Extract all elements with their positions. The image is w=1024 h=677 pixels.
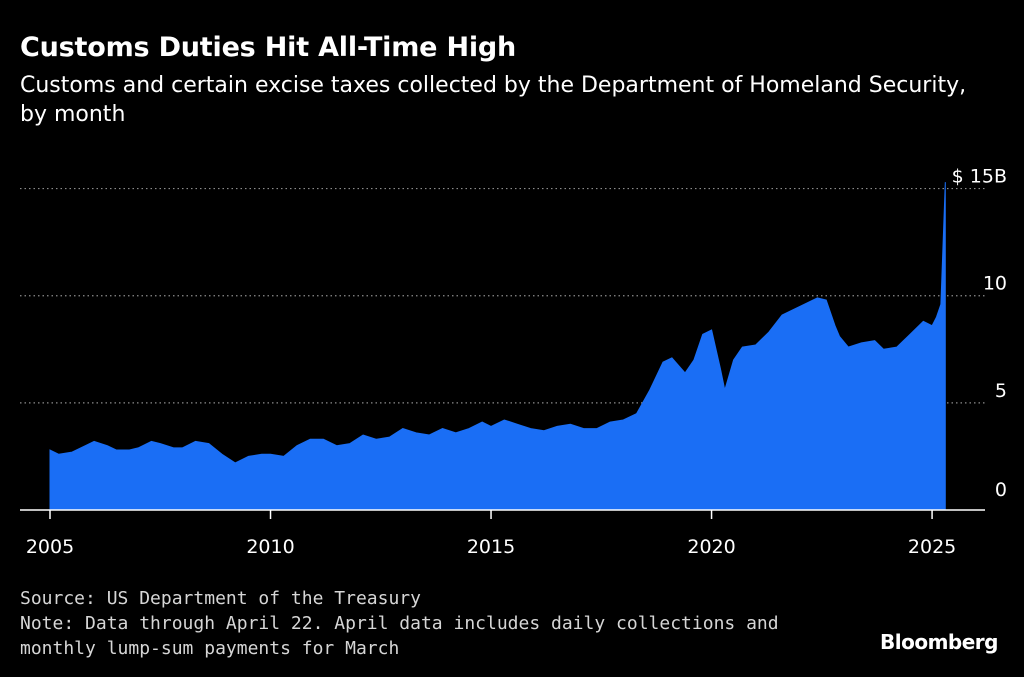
source-text: Source: US Department of the Treasury: [20, 588, 421, 609]
area-layer: [49, 182, 946, 511]
bloomberg-logo: Bloomberg: [880, 630, 998, 654]
x-tick-label: 2020: [687, 536, 735, 558]
y-tick-label: 10: [983, 273, 1007, 295]
y-tick-label: 5: [995, 380, 1007, 402]
chart-subtitle: Customs and certain excise taxes collect…: [20, 73, 967, 127]
y-tick-label: 0: [995, 479, 1007, 501]
x-tick-label: 2025: [908, 536, 956, 558]
x-tick-label: 2015: [467, 536, 515, 558]
axis-layer: 0 5 10 $ 15B 2005 2010 2015 2020 2025: [20, 166, 1007, 558]
customs-duties-area: [49, 182, 946, 511]
footer: Source: US Department of the Treasury No…: [20, 586, 779, 661]
x-tick-label: 2005: [26, 536, 74, 558]
x-tick-label: 2010: [246, 536, 294, 558]
note-text-line-1: Note: Data through April 22. April data …: [20, 613, 779, 634]
chart-title: Customs Duties Hit All-Time High: [20, 32, 517, 63]
note-text-line-2: monthly lump-sum payments for March: [20, 638, 400, 659]
grid-layer: [20, 187, 985, 404]
y-tick-label: $ 15B: [952, 166, 1007, 188]
